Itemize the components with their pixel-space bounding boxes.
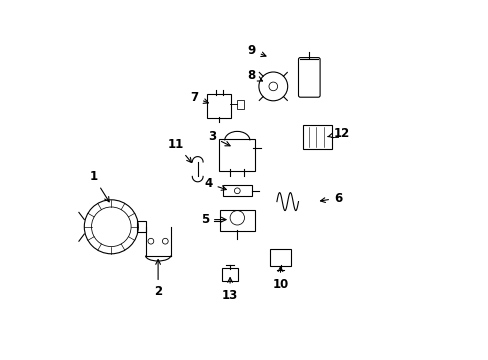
Text: 3: 3 (207, 130, 230, 146)
Text: 7: 7 (190, 91, 208, 104)
Text: 1: 1 (89, 170, 109, 202)
Text: 11: 11 (168, 138, 191, 162)
Text: 2: 2 (154, 260, 162, 298)
Text: 5: 5 (201, 213, 225, 226)
Text: 9: 9 (247, 44, 265, 57)
Text: 12: 12 (327, 127, 349, 140)
Text: 4: 4 (204, 177, 226, 190)
Text: 6: 6 (320, 192, 342, 204)
Text: 13: 13 (222, 278, 238, 302)
Text: 8: 8 (247, 69, 262, 82)
Text: 10: 10 (272, 267, 288, 291)
